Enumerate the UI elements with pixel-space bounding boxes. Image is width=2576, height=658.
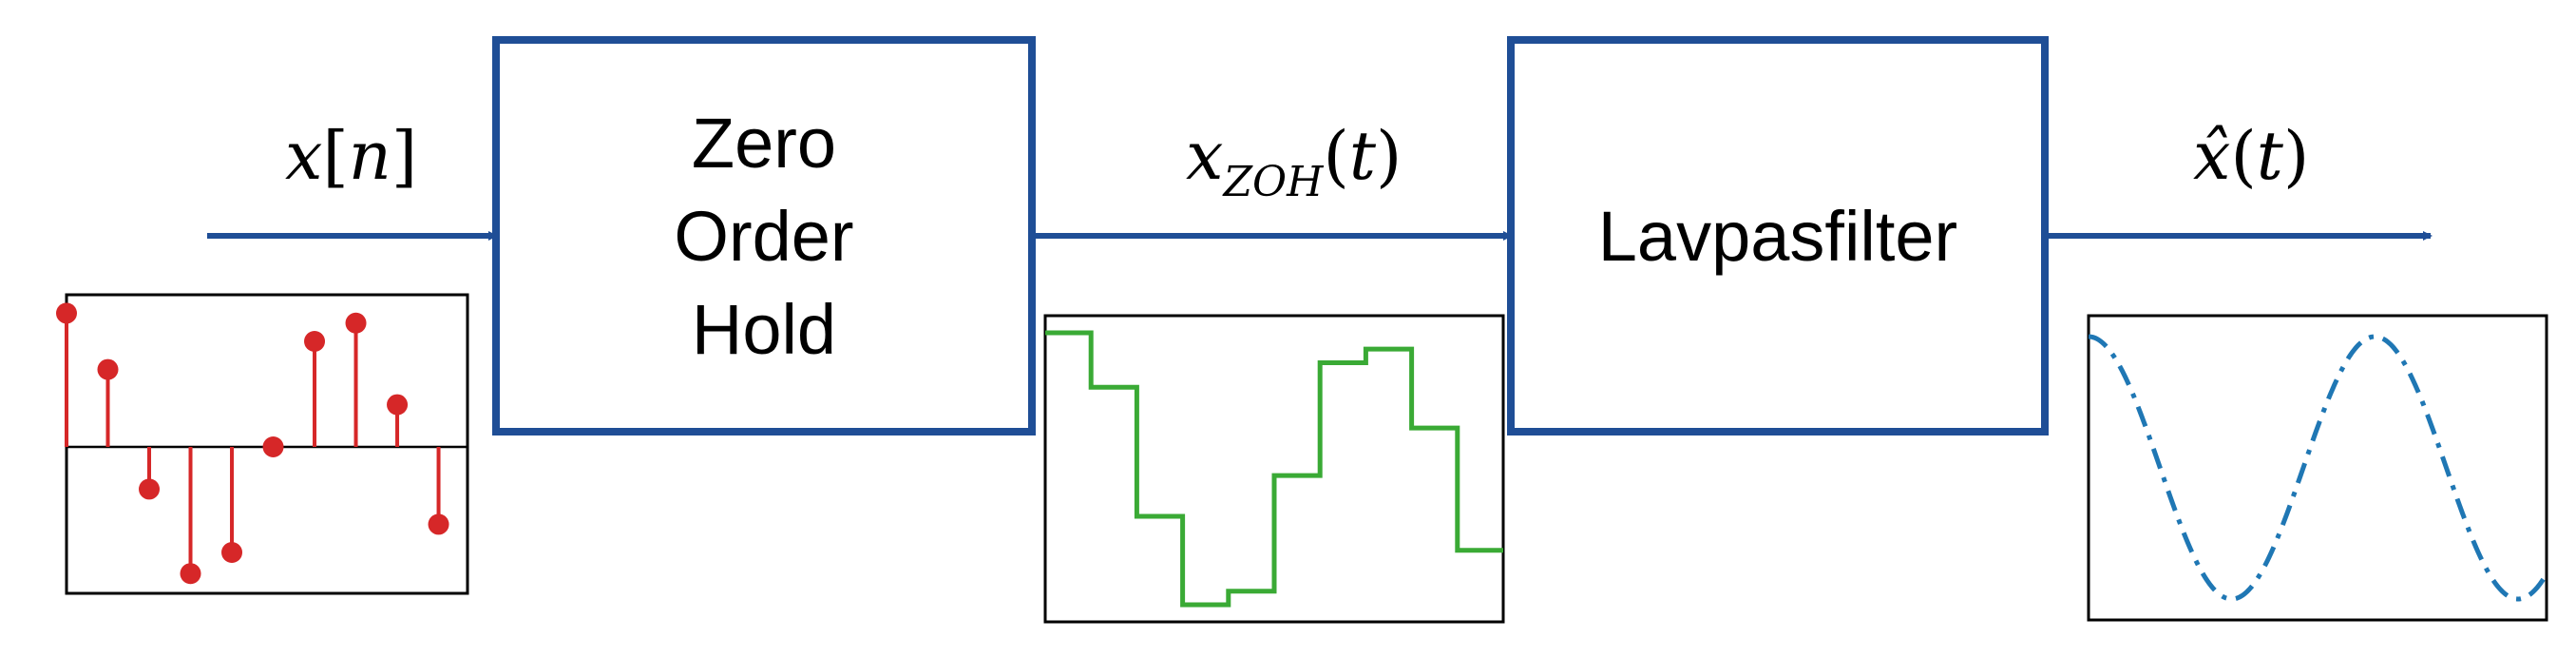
sine-plot-frame xyxy=(2087,314,2548,622)
output-signal-label: x̂(t) xyxy=(2193,117,2309,195)
reconstructed-sine-line xyxy=(2088,334,2549,602)
zoh-label-line3: Hold xyxy=(692,290,836,369)
stem-marker xyxy=(387,394,409,416)
stem-marker xyxy=(56,302,77,324)
zoh-label-line1: Zero xyxy=(692,104,836,183)
stem-marker xyxy=(97,358,119,380)
stem-plot xyxy=(56,293,469,595)
reconstructed-sine-plot xyxy=(2087,314,2549,622)
step-plot-frame xyxy=(1043,314,1505,624)
stem-marker xyxy=(428,513,449,535)
zoh-label-line2: Order xyxy=(674,197,853,276)
lowpass-label: Lavpasfilter xyxy=(1598,197,1957,276)
input-signal-label: x[n] xyxy=(285,117,417,195)
zoh-step-line xyxy=(1045,330,1503,608)
stem-marker xyxy=(221,542,243,563)
zoh-block xyxy=(492,36,1036,435)
stem-marker xyxy=(345,312,367,334)
stem-marker xyxy=(262,436,284,457)
zoh-output-label: xZOH(t) xyxy=(1186,117,1402,206)
stem-marker xyxy=(180,563,201,585)
zoh-step-plot xyxy=(1043,314,1505,624)
lowpass-block xyxy=(1507,36,2049,435)
stem-marker xyxy=(304,331,326,352)
stem-marker xyxy=(139,478,161,500)
